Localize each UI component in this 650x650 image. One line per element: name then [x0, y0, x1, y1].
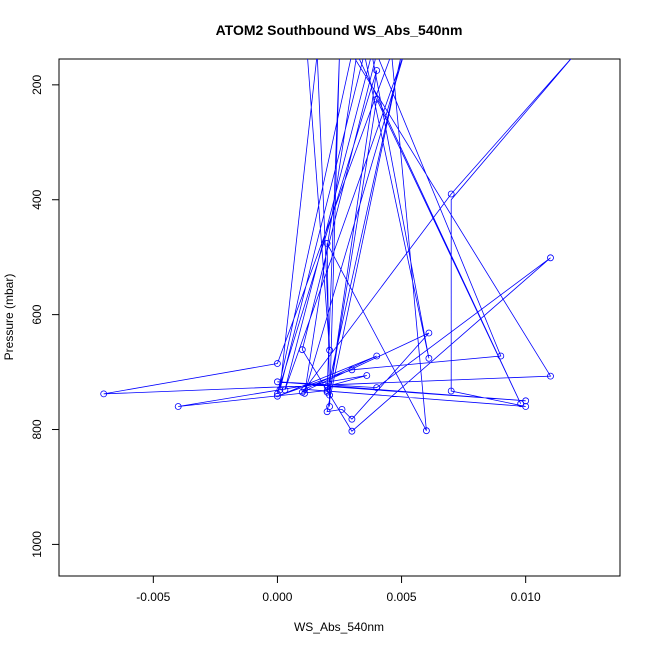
x-tick-label: -0.005: [136, 590, 170, 604]
y-tick-label: 1000: [30, 531, 44, 558]
data-point: [348, 427, 356, 435]
data-point: [326, 346, 334, 354]
data-point: [447, 190, 455, 198]
y-axis-label: Pressure (mbar): [2, 274, 16, 361]
data-point: [547, 372, 554, 380]
chart-title: ATOM2 Southbound WS_Abs_540nm: [216, 22, 463, 38]
data-point: [323, 239, 331, 247]
y-tick-label: 800: [30, 419, 44, 439]
data-point: [273, 360, 281, 367]
x-tick-label: 0.005: [387, 590, 417, 604]
y-tick-label: 600: [30, 304, 44, 324]
data-point: [522, 397, 530, 405]
data-point: [425, 354, 433, 362]
x-axis-label: WS_Abs_540nm: [294, 620, 384, 634]
data-point: [338, 405, 346, 413]
data-point: [497, 352, 505, 360]
data-point: [517, 400, 525, 408]
data-point: [174, 403, 182, 410]
data-point: [323, 408, 331, 416]
data-point: [422, 427, 430, 435]
y-tick-label: 400: [30, 189, 44, 209]
data-point: [301, 385, 309, 393]
x-axis: -0.005 0.000 0.005 0.010: [136, 575, 541, 604]
data-point: [273, 392, 281, 400]
data-point: [373, 384, 381, 392]
data-point: [425, 329, 433, 337]
data-point: [348, 366, 356, 374]
data-point: [447, 387, 455, 395]
data-point: [281, 386, 289, 394]
data-point: [373, 95, 381, 103]
data-point: [273, 390, 281, 398]
data-point: [323, 387, 331, 394]
data-point: [363, 372, 371, 379]
data-point: [373, 352, 381, 360]
data-point: [348, 415, 356, 423]
series-line-0: [103, 59, 572, 432]
x-tick-label: 0.000: [262, 590, 292, 604]
data-point: [298, 346, 306, 354]
data-point: [373, 67, 381, 74]
data-point: [273, 378, 281, 386]
data-point: [547, 254, 554, 262]
plot-border: [58, 58, 621, 577]
data-point: [323, 382, 331, 390]
data-point: [100, 390, 108, 398]
y-axis: 200 400 600 800 1000: [30, 75, 60, 558]
y-tick-label: 200: [30, 75, 44, 95]
x-tick-label: 0.010: [511, 590, 541, 604]
plot-area: [58, 58, 621, 577]
